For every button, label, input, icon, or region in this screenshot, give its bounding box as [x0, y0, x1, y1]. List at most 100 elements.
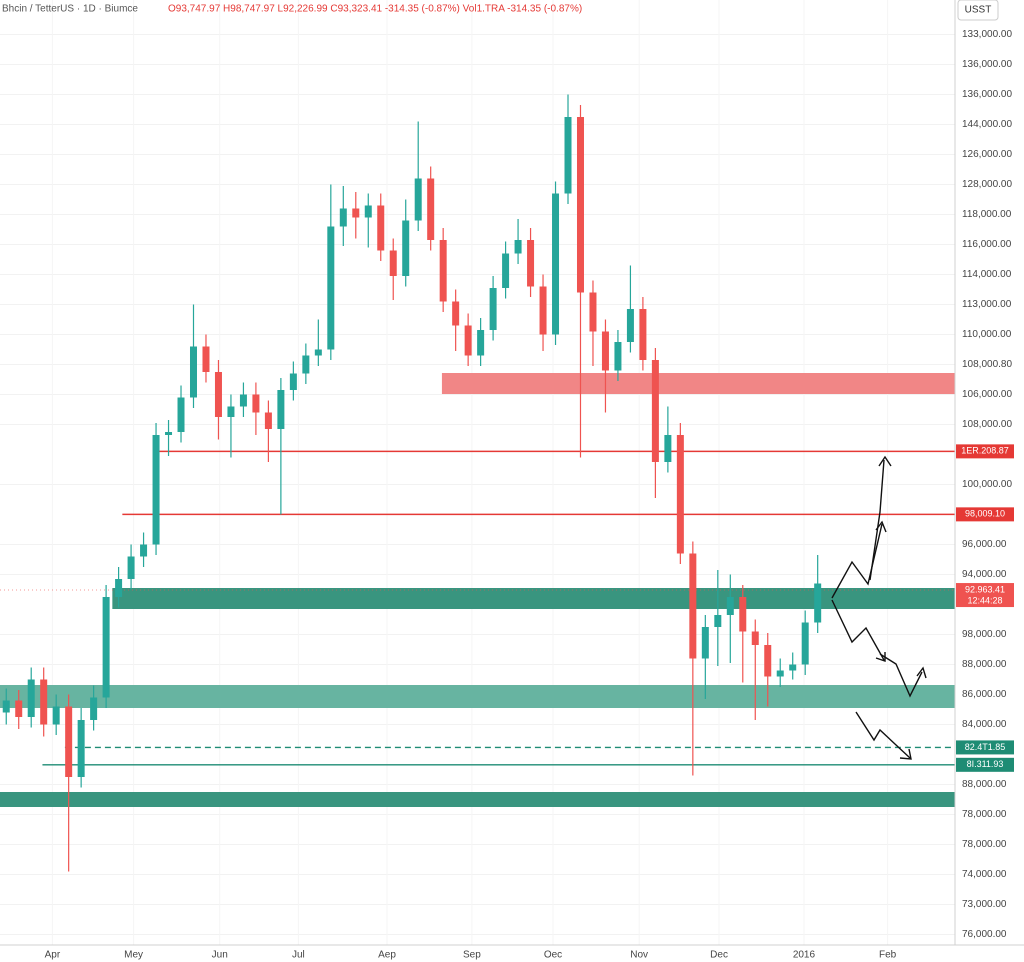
candle [289, 361, 297, 401]
candle [90, 685, 98, 731]
candle-body [352, 208, 360, 218]
candle [77, 708, 85, 788]
candle [127, 544, 135, 590]
level-label: 82.4T1.85 [965, 742, 1006, 752]
candle-body [651, 360, 659, 462]
candle-body [539, 286, 547, 335]
arrow-path [879, 653, 923, 698]
candle [189, 304, 197, 408]
candle [27, 667, 35, 728]
x-tick-label: Jul [292, 950, 305, 961]
x-tick-label: Feb [879, 950, 897, 961]
candle-body [726, 597, 734, 615]
projection-arrows [831, 455, 927, 760]
candle-body [127, 556, 135, 579]
x-tick-label: Apr [45, 950, 61, 961]
candle-body [739, 597, 747, 632]
candle [776, 658, 784, 687]
candle [689, 541, 697, 776]
candle [589, 280, 597, 366]
arrow-path [831, 523, 883, 599]
candle [252, 382, 260, 435]
candle-body [452, 301, 460, 326]
y-tick-label: 106,000.00 [962, 389, 1012, 400]
candle-body [502, 253, 510, 288]
y-tick-label: 118,000.00 [962, 209, 1012, 220]
candle-body [27, 679, 35, 717]
x-tick-label: Oec [544, 950, 562, 961]
candle-body [302, 355, 310, 374]
candle [801, 610, 809, 675]
level-label: 8I.311.93 [967, 759, 1004, 769]
y-tick-label: 108,000.00 [962, 419, 1012, 430]
candle-body [227, 406, 235, 417]
candle [364, 193, 372, 248]
candle-body [189, 346, 197, 398]
candle [477, 318, 485, 366]
x-tick-label: Jun [212, 950, 228, 961]
candle-body [776, 670, 784, 677]
candle [227, 394, 235, 458]
y-tick-label: 78,000.00 [962, 809, 1007, 820]
zone [0, 685, 955, 708]
candle [165, 420, 173, 456]
candle-body [639, 309, 647, 360]
candle [527, 228, 535, 297]
candle [701, 615, 709, 699]
candle [601, 319, 609, 413]
x-tick-label: Mey [124, 950, 143, 961]
candle [614, 330, 622, 381]
x-tick-label: Dec [710, 950, 728, 961]
y-tick-label: 98,000.00 [962, 629, 1007, 640]
candle-body [514, 240, 522, 254]
arrow-head [899, 748, 912, 760]
candle-body [140, 544, 148, 557]
y-tick-label: 108,000.80 [962, 359, 1012, 370]
candle [377, 193, 385, 261]
y-tick-label: 94,000.00 [962, 569, 1007, 580]
candle-body [439, 240, 447, 302]
candle [789, 652, 797, 680]
y-tick-label: 96,000.00 [962, 539, 1007, 550]
candle-body [252, 394, 260, 413]
candle-body [364, 205, 372, 218]
y-tick-label: 116,000.00 [962, 239, 1012, 250]
candle-body [614, 342, 622, 371]
price-tag-box [956, 583, 1014, 608]
candle-body [52, 706, 60, 725]
arrow-path [869, 459, 885, 581]
zone [112, 588, 955, 609]
x-tick-label: 2016 [793, 950, 816, 961]
candle [314, 319, 322, 366]
price-tag: 92.963.41 [965, 584, 1005, 594]
candle [464, 313, 472, 366]
candle-body [701, 627, 709, 659]
candle-body [414, 178, 422, 221]
candle-body [389, 250, 397, 276]
candle [576, 105, 584, 458]
candle-body [764, 645, 772, 677]
y-tick-label: 88,000.00 [962, 659, 1007, 670]
candle-body [489, 288, 497, 330]
zone [441, 373, 955, 395]
candle-body [427, 178, 435, 240]
arrow-head [878, 455, 892, 467]
candle-body [77, 720, 85, 777]
level-label: 1ER.208.87 [961, 446, 1009, 456]
arrow-path [855, 711, 911, 759]
y-tick-label: 136,000.00 [962, 59, 1012, 70]
y-tick-label: 136,000.00 [962, 89, 1012, 100]
candle-body [689, 553, 697, 659]
y-tick-label: 113,000.00 [962, 299, 1012, 310]
price-tag-time: 12:44:28 [967, 595, 1002, 605]
candle [714, 570, 722, 666]
level-label-box [956, 740, 1014, 755]
candle-body [214, 372, 222, 417]
candle-body [314, 349, 322, 356]
candle-body [576, 117, 584, 293]
candle-body [464, 325, 472, 356]
candle-body [327, 226, 335, 350]
y-tick-label: 74,000.00 [962, 869, 1007, 880]
candle-body [664, 435, 672, 462]
